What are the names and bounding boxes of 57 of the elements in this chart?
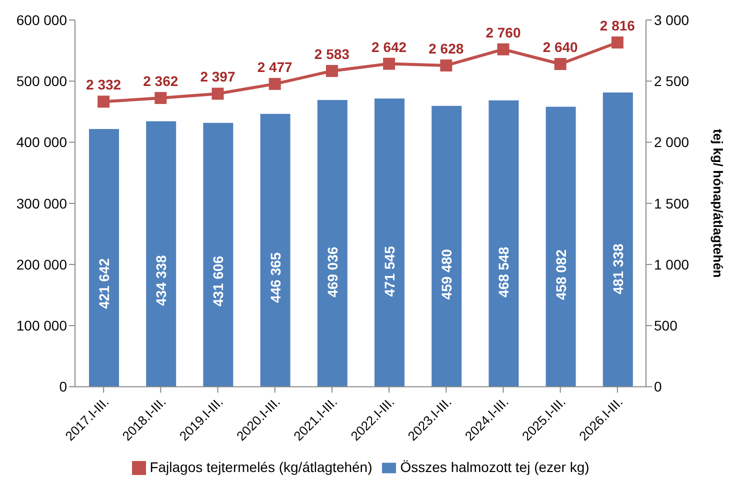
y-tick-label: 600 000 bbox=[16, 12, 68, 28]
y2-tick-label: 3 000 bbox=[654, 12, 690, 28]
bar bbox=[89, 129, 119, 387]
data-label: 421 642 bbox=[96, 258, 112, 309]
data-label: 2 583 bbox=[314, 46, 350, 62]
bar bbox=[317, 100, 348, 387]
data-label: 469 036 bbox=[324, 246, 340, 298]
y-tick-label: 0 bbox=[59, 378, 68, 395]
y2-axis-title: tej kg/ hónap/átlagtehén bbox=[710, 128, 726, 278]
y2-tick-label: 1 500 bbox=[654, 195, 690, 212]
bar bbox=[146, 121, 176, 387]
data-label: 2 397 bbox=[200, 68, 236, 85]
y2-tick-label: 2 000 bbox=[654, 134, 690, 150]
point bbox=[98, 96, 110, 108]
point bbox=[440, 59, 452, 72]
point bbox=[383, 58, 396, 70]
data-label: 2 628 bbox=[428, 40, 464, 56]
y2-tick-label: 2 500 bbox=[654, 73, 690, 90]
y-tick-label: 300 000 bbox=[16, 195, 68, 212]
point bbox=[497, 43, 510, 56]
y-tick-label: 200 000 bbox=[16, 256, 68, 272]
data-label: 2 640 bbox=[542, 39, 578, 56]
legend-label: Fajlagos tejtermelés (kg/átlagtehén) bbox=[150, 458, 372, 475]
bar bbox=[432, 106, 462, 387]
data-label: 2 816 bbox=[600, 17, 636, 34]
data-label: 2 477 bbox=[257, 58, 293, 75]
data-label: 2 362 bbox=[143, 72, 178, 89]
legend-label: Összes halmozott tej (ezer kg) bbox=[400, 458, 590, 475]
bar bbox=[602, 92, 633, 387]
data-label: 2 332 bbox=[86, 76, 122, 93]
point bbox=[212, 88, 224, 100]
bar bbox=[488, 100, 519, 387]
bar bbox=[374, 98, 404, 387]
data-label: 458 082 bbox=[552, 249, 569, 300]
point bbox=[154, 92, 167, 104]
y-tick-label: 500 000 bbox=[16, 73, 68, 90]
data-label: 2 760 bbox=[486, 24, 521, 40]
data-label: 434 338 bbox=[153, 255, 170, 306]
y2-tick-label: 1 000 bbox=[654, 256, 690, 272]
data-label: 446 365 bbox=[267, 252, 284, 303]
y-tick-label: 400 000 bbox=[16, 134, 68, 150]
data-label: 481 338 bbox=[610, 244, 626, 294]
data-label: 471 545 bbox=[382, 246, 398, 297]
data-label: 468 548 bbox=[496, 246, 512, 298]
bar bbox=[203, 122, 234, 387]
y-tick-label: 100 000 bbox=[16, 318, 68, 334]
point bbox=[611, 36, 624, 48]
y2-tick-label: 500 bbox=[654, 318, 678, 334]
point bbox=[554, 58, 566, 70]
point bbox=[326, 64, 338, 77]
data-label: 431 606 bbox=[210, 256, 226, 306]
point bbox=[268, 78, 281, 90]
y2-tick-label: 0 bbox=[654, 378, 662, 395]
bar bbox=[546, 106, 576, 387]
data-label: 2 642 bbox=[372, 38, 407, 55]
data-label: 459 480 bbox=[438, 248, 455, 300]
bar bbox=[260, 114, 290, 387]
